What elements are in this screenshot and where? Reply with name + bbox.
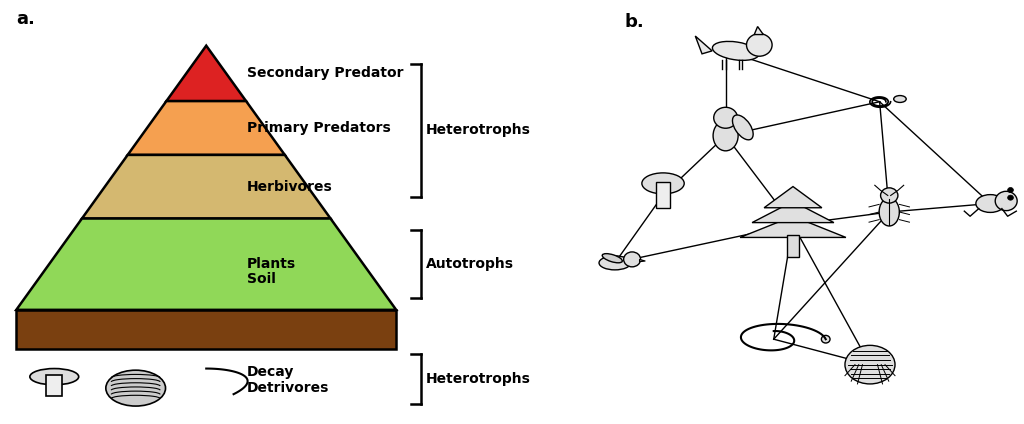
- Circle shape: [881, 188, 898, 203]
- Bar: [656, 182, 670, 208]
- Bar: [787, 235, 799, 257]
- Text: Plants: Plants: [247, 257, 296, 271]
- Text: Soil: Soil: [247, 272, 275, 286]
- Circle shape: [1008, 187, 1014, 192]
- Text: Primary Predators: Primary Predators: [247, 121, 391, 135]
- Polygon shape: [695, 36, 712, 54]
- Text: Heterotrophs: Heterotrophs: [426, 372, 530, 386]
- Text: Decay
Detrivores: Decay Detrivores: [247, 365, 330, 395]
- Polygon shape: [764, 187, 822, 208]
- Polygon shape: [640, 259, 645, 262]
- Circle shape: [995, 191, 1017, 211]
- Text: Autotrophs: Autotrophs: [426, 257, 514, 271]
- Circle shape: [105, 370, 166, 406]
- Ellipse shape: [602, 254, 623, 263]
- Ellipse shape: [713, 120, 738, 151]
- Ellipse shape: [30, 368, 79, 385]
- Polygon shape: [740, 216, 846, 237]
- Text: Herbivores: Herbivores: [247, 180, 333, 194]
- Circle shape: [821, 335, 830, 343]
- Text: a.: a.: [16, 10, 35, 28]
- Ellipse shape: [713, 42, 759, 60]
- Polygon shape: [166, 46, 246, 101]
- Bar: [16, 310, 396, 349]
- Polygon shape: [82, 155, 331, 218]
- Polygon shape: [755, 27, 763, 35]
- Circle shape: [746, 33, 772, 56]
- Polygon shape: [128, 101, 285, 155]
- Circle shape: [714, 107, 737, 128]
- Ellipse shape: [894, 95, 906, 103]
- Ellipse shape: [845, 345, 895, 384]
- Circle shape: [624, 252, 641, 267]
- Polygon shape: [752, 201, 834, 223]
- Ellipse shape: [732, 115, 754, 140]
- Ellipse shape: [880, 198, 899, 226]
- Text: b.: b.: [625, 13, 644, 31]
- Ellipse shape: [599, 256, 631, 270]
- Ellipse shape: [642, 173, 684, 194]
- Circle shape: [1008, 195, 1014, 200]
- Bar: [46, 375, 62, 396]
- Text: Heterotrophs: Heterotrophs: [426, 123, 530, 137]
- Ellipse shape: [976, 195, 1005, 212]
- Polygon shape: [16, 218, 396, 310]
- Text: Secondary Predator: Secondary Predator: [247, 67, 403, 81]
